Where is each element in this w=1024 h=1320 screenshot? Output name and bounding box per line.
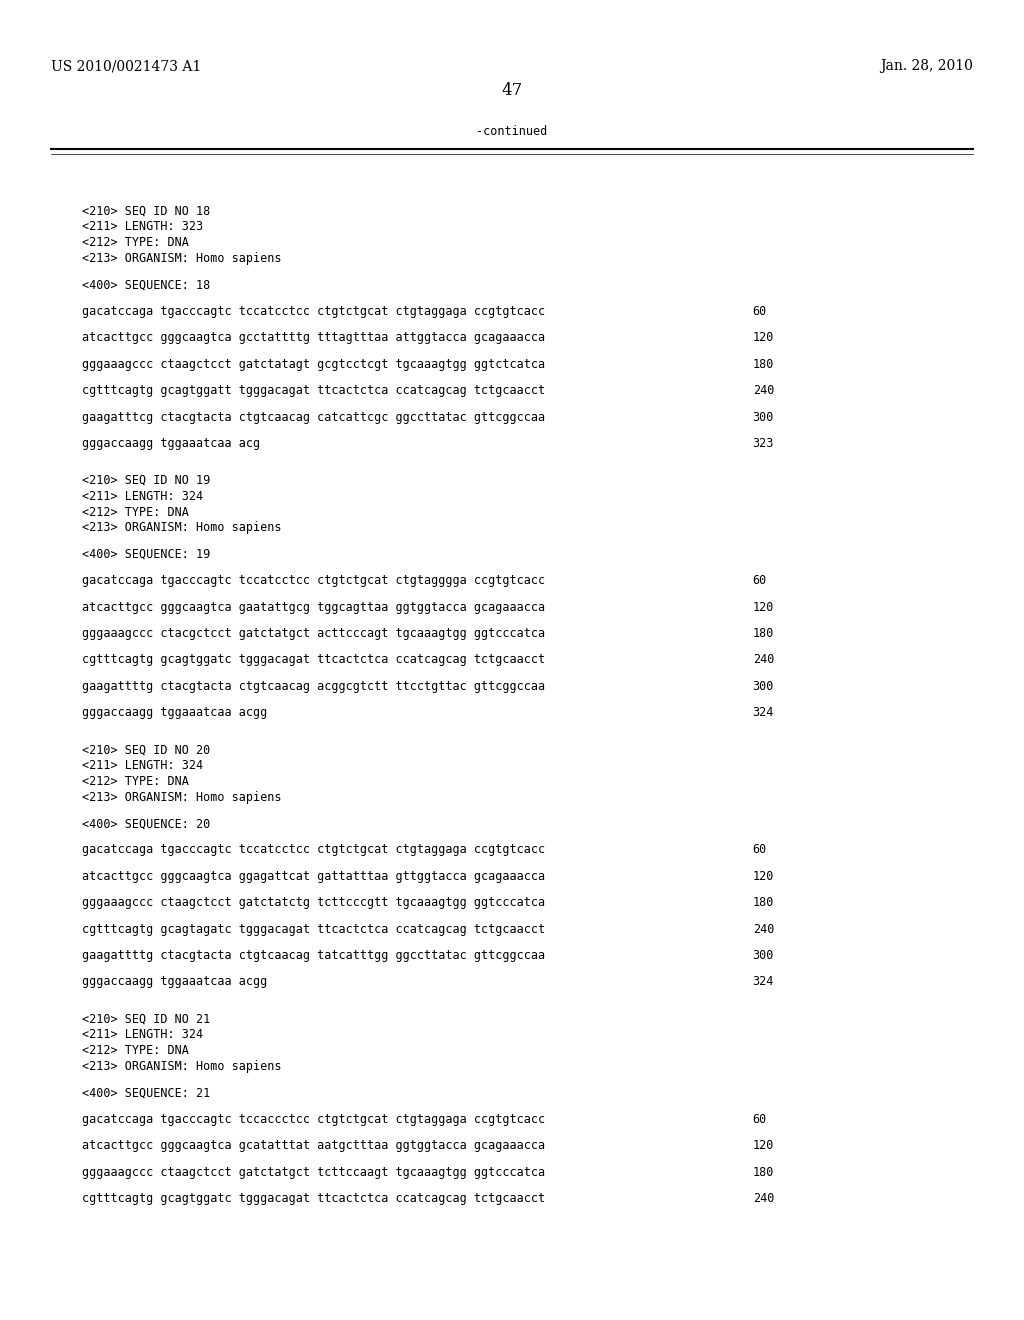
Text: 300: 300 (753, 680, 774, 693)
Text: atcacttgcc gggcaagtca gcctattttg tttagtttaa attggtacca gcagaaacca: atcacttgcc gggcaagtca gcctattttg tttagtt… (82, 331, 545, 345)
Text: <212> TYPE: DNA: <212> TYPE: DNA (82, 775, 188, 788)
Text: 120: 120 (753, 601, 774, 614)
Text: -continued: -continued (476, 125, 548, 139)
Text: <212> TYPE: DNA: <212> TYPE: DNA (82, 1044, 188, 1057)
Text: 240: 240 (753, 653, 774, 667)
Text: 240: 240 (753, 384, 774, 397)
Text: <211> LENGTH: 324: <211> LENGTH: 324 (82, 1028, 203, 1041)
Text: <213> ORGANISM: Homo sapiens: <213> ORGANISM: Homo sapiens (82, 521, 282, 535)
Text: <211> LENGTH: 324: <211> LENGTH: 324 (82, 490, 203, 503)
Text: <400> SEQUENCE: 19: <400> SEQUENCE: 19 (82, 548, 210, 561)
Text: gaagatttcg ctacgtacta ctgtcaacag catcattcgc ggccttatac gttcggccaa: gaagatttcg ctacgtacta ctgtcaacag catcatt… (82, 411, 545, 424)
Text: gaagattttg ctacgtacta ctgtcaacag acggcgtctt ttcctgttac gttcggccaa: gaagattttg ctacgtacta ctgtcaacag acggcgt… (82, 680, 545, 693)
Text: gggaaagccc ctaagctcct gatctatagt gcgtcctcgt tgcaaagtgg ggtctcatca: gggaaagccc ctaagctcct gatctatagt gcgtcct… (82, 358, 545, 371)
Text: gggaccaagg tggaaatcaa acg: gggaccaagg tggaaatcaa acg (82, 437, 260, 450)
Text: gggaaagccc ctaagctcct gatctatctg tcttcccgtt tgcaaagtgg ggtcccatca: gggaaagccc ctaagctcct gatctatctg tcttccc… (82, 896, 545, 909)
Text: <213> ORGANISM: Homo sapiens: <213> ORGANISM: Homo sapiens (82, 1060, 282, 1073)
Text: <211> LENGTH: 323: <211> LENGTH: 323 (82, 220, 203, 234)
Text: <400> SEQUENCE: 20: <400> SEQUENCE: 20 (82, 817, 210, 830)
Text: cgtttcagtg gcagtggatc tgggacagat ttcactctca ccatcagcag tctgcaacct: cgtttcagtg gcagtggatc tgggacagat ttcactc… (82, 1192, 545, 1205)
Text: 324: 324 (753, 706, 774, 719)
Text: cgtttcagtg gcagtagatc tgggacagat ttcactctca ccatcagcag tctgcaacct: cgtttcagtg gcagtagatc tgggacagat ttcactc… (82, 923, 545, 936)
Text: Jan. 28, 2010: Jan. 28, 2010 (880, 59, 973, 74)
Text: <400> SEQUENCE: 18: <400> SEQUENCE: 18 (82, 279, 210, 292)
Text: 240: 240 (753, 923, 774, 936)
Text: <211> LENGTH: 324: <211> LENGTH: 324 (82, 759, 203, 772)
Text: atcacttgcc gggcaagtca ggagattcat gattatttaa gttggtacca gcagaaacca: atcacttgcc gggcaagtca ggagattcat gattatt… (82, 870, 545, 883)
Text: gacatccaga tgacccagtc tccaccctcc ctgtctgcat ctgtaggaga ccgtgtcacc: gacatccaga tgacccagtc tccaccctcc ctgtctg… (82, 1113, 545, 1126)
Text: 180: 180 (753, 896, 774, 909)
Text: atcacttgcc gggcaagtca gcatatttat aatgctttaa ggtggtacca gcagaaacca: atcacttgcc gggcaagtca gcatatttat aatgctt… (82, 1139, 545, 1152)
Text: 180: 180 (753, 1166, 774, 1179)
Text: 180: 180 (753, 358, 774, 371)
Text: 47: 47 (502, 82, 522, 99)
Text: 120: 120 (753, 1139, 774, 1152)
Text: gacatccaga tgacccagtc tccatcctcc ctgtctgcat ctgtaggaga ccgtgtcacc: gacatccaga tgacccagtc tccatcctcc ctgtctg… (82, 843, 545, 857)
Text: 324: 324 (753, 975, 774, 989)
Text: <212> TYPE: DNA: <212> TYPE: DNA (82, 236, 188, 249)
Text: 60: 60 (753, 843, 767, 857)
Text: gggaccaagg tggaaatcaa acgg: gggaccaagg tggaaatcaa acgg (82, 975, 267, 989)
Text: <400> SEQUENCE: 21: <400> SEQUENCE: 21 (82, 1086, 210, 1100)
Text: <213> ORGANISM: Homo sapiens: <213> ORGANISM: Homo sapiens (82, 252, 282, 265)
Text: gaagattttg ctacgtacta ctgtcaacag tatcatttgg ggccttatac gttcggccaa: gaagattttg ctacgtacta ctgtcaacag tatcatt… (82, 949, 545, 962)
Text: <210> SEQ ID NO 18: <210> SEQ ID NO 18 (82, 205, 210, 218)
Text: cgtttcagtg gcagtggatc tgggacagat ttcactctca ccatcagcag tctgcaacct: cgtttcagtg gcagtggatc tgggacagat ttcactc… (82, 653, 545, 667)
Text: 120: 120 (753, 331, 774, 345)
Text: 240: 240 (753, 1192, 774, 1205)
Text: <212> TYPE: DNA: <212> TYPE: DNA (82, 506, 188, 519)
Text: <213> ORGANISM: Homo sapiens: <213> ORGANISM: Homo sapiens (82, 791, 282, 804)
Text: 180: 180 (753, 627, 774, 640)
Text: atcacttgcc gggcaagtca gaatattgcg tggcagttaa ggtggtacca gcagaaacca: atcacttgcc gggcaagtca gaatattgcg tggcagt… (82, 601, 545, 614)
Text: 323: 323 (753, 437, 774, 450)
Text: 120: 120 (753, 870, 774, 883)
Text: gggaaagccc ctaagctcct gatctatgct tcttccaagt tgcaaagtgg ggtcccatca: gggaaagccc ctaagctcct gatctatgct tcttcca… (82, 1166, 545, 1179)
Text: cgtttcagtg gcagtggatt tgggacagat ttcactctca ccatcagcag tctgcaacct: cgtttcagtg gcagtggatt tgggacagat ttcactc… (82, 384, 545, 397)
Text: gggaccaagg tggaaatcaa acgg: gggaccaagg tggaaatcaa acgg (82, 706, 267, 719)
Text: 60: 60 (753, 574, 767, 587)
Text: <210> SEQ ID NO 21: <210> SEQ ID NO 21 (82, 1012, 210, 1026)
Text: gggaaagccc ctacgctcct gatctatgct acttcccagt tgcaaagtgg ggtcccatca: gggaaagccc ctacgctcct gatctatgct acttccc… (82, 627, 545, 640)
Text: 300: 300 (753, 411, 774, 424)
Text: <210> SEQ ID NO 19: <210> SEQ ID NO 19 (82, 474, 210, 487)
Text: <210> SEQ ID NO 20: <210> SEQ ID NO 20 (82, 743, 210, 756)
Text: 300: 300 (753, 949, 774, 962)
Text: 60: 60 (753, 1113, 767, 1126)
Text: US 2010/0021473 A1: US 2010/0021473 A1 (51, 59, 202, 74)
Text: 60: 60 (753, 305, 767, 318)
Text: gacatccaga tgacccagtc tccatcctcc ctgtctgcat ctgtaggaga ccgtgtcacc: gacatccaga tgacccagtc tccatcctcc ctgtctg… (82, 305, 545, 318)
Text: gacatccaga tgacccagtc tccatcctcc ctgtctgcat ctgtagggga ccgtgtcacc: gacatccaga tgacccagtc tccatcctcc ctgtctg… (82, 574, 545, 587)
